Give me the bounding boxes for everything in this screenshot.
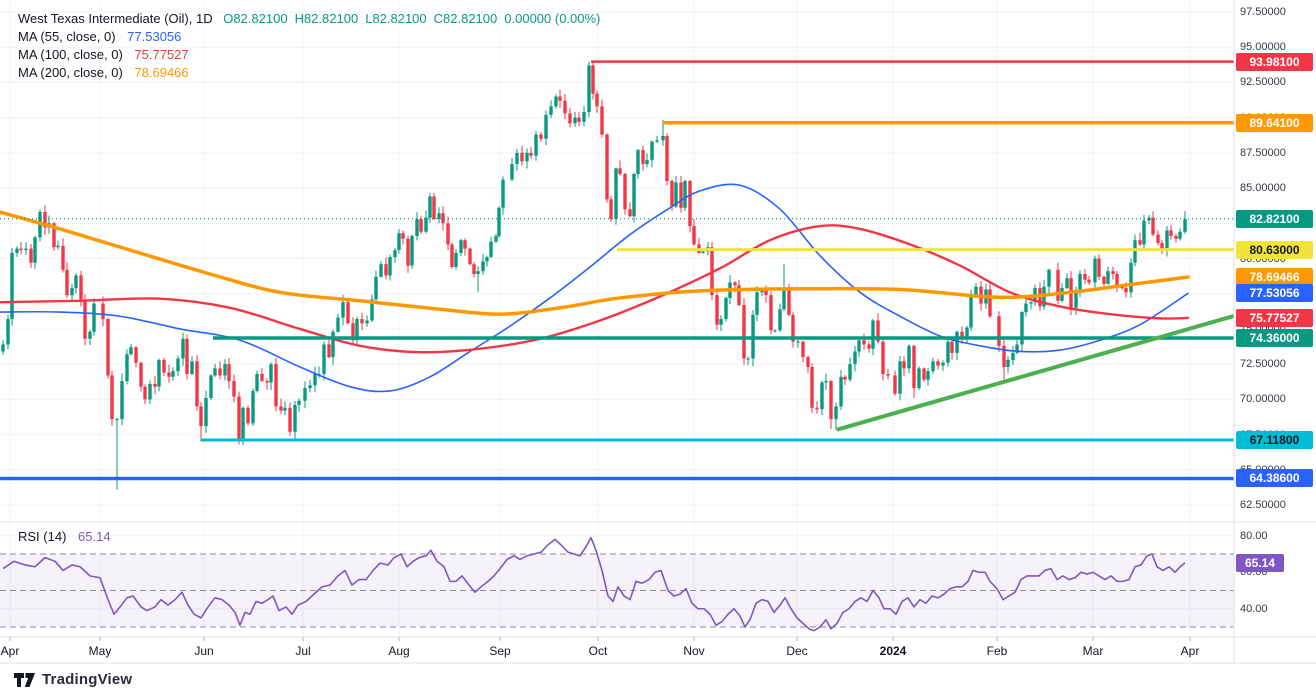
axis-tick-label: 40.00 (1240, 602, 1268, 615)
time-axis-label: Dec (786, 644, 808, 658)
price-badge: 82.82100 (1236, 209, 1313, 228)
price-badge: 75.77527 (1236, 309, 1313, 328)
price-badge: 64.38600 (1236, 469, 1313, 488)
ma200-value: 78.69466 (134, 65, 189, 80)
axis-tick-label: 92.50000 (1240, 76, 1286, 89)
time-axis-label: Jun (194, 644, 214, 658)
price-badge: 67.11800 (1236, 430, 1313, 449)
axis-tick-label: 80.00 (1240, 529, 1268, 542)
tradingview-logo-icon (14, 672, 35, 687)
ma55-legend-row[interactable]: MA (55, close, 0) 77.53056 (18, 28, 600, 46)
price-badge: 78.69466 (1236, 267, 1313, 286)
rsi-legend-row[interactable]: RSI (14) 65.14 (18, 529, 111, 544)
price-badge: 89.64100 (1236, 113, 1313, 132)
axis-tick-label: 87.50000 (1240, 146, 1286, 159)
price-badge: 74.36000 (1236, 328, 1313, 347)
axis-tick-label: 95.00000 (1240, 41, 1286, 54)
price-badge: 80.63000 (1236, 240, 1313, 259)
ma200-label: MA (200, close, 0) (18, 65, 123, 80)
ma100-label: MA (100, close, 0) (18, 47, 123, 62)
time-axis-label: 2024 (879, 644, 907, 658)
ma100-value: 75.77527 (134, 47, 189, 62)
price-badge: 65.14 (1236, 553, 1284, 572)
time-axis-label: Apr (0, 644, 20, 658)
axis-tick-label: 70.00000 (1240, 393, 1286, 406)
chart-legend: West Texas Intermediate (Oil), 1D O82.82… (18, 10, 600, 82)
ohlc-values: O82.82100 H82.82100 L82.82100 C82.82100 0.00… (216, 11, 600, 26)
time-axis-label: Apr (1180, 644, 1200, 658)
axis-tick-label: 72.50000 (1240, 358, 1286, 371)
time-axis-label: Mar (1082, 644, 1104, 658)
change-value: 0.00000 (0.00%) (504, 11, 601, 26)
open-value: O82.82100 (223, 11, 288, 26)
time-axis-label: Aug (388, 644, 410, 658)
rsi-label: RSI (14) (18, 529, 67, 544)
ma55-value: 77.53056 (127, 29, 182, 44)
tradingview-logo[interactable]: TradingView (14, 671, 132, 688)
time-axis-label: Oct (588, 644, 608, 658)
rsi-value: 65.14 (78, 529, 111, 544)
time-axis-label: Feb (986, 644, 1008, 658)
time-axis-label: Nov (683, 644, 705, 658)
axis-tick-label: 62.50000 (1240, 499, 1286, 511)
price-badge: 93.98100 (1236, 52, 1313, 71)
ma100-legend-row[interactable]: MA (100, close, 0) 75.77527 (18, 46, 600, 64)
low-value: L82.82100 (365, 11, 427, 26)
close-value: C82.82100 (433, 11, 498, 26)
symbol-quote-row[interactable]: West Texas Intermediate (Oil), 1D O82.82… (18, 10, 600, 28)
time-axis-label: May (88, 644, 112, 658)
symbol-title[interactable]: West Texas Intermediate (Oil), 1D (18, 11, 213, 26)
price-badge: 77.53056 (1236, 284, 1313, 303)
ma55-label: MA (55, close, 0) (18, 29, 116, 44)
time-axis-label: Jul (295, 644, 311, 658)
high-value: H82.82100 (294, 11, 359, 26)
axis-tick-label: 85.00000 (1240, 182, 1286, 195)
axis-tick-label: 97.50000 (1240, 6, 1286, 18)
ma200-legend-row[interactable]: MA (200, close, 0) 78.69466 (18, 64, 600, 82)
time-axis-label: Sep (489, 644, 511, 658)
tradingview-logo-text: TradingView (42, 671, 133, 688)
